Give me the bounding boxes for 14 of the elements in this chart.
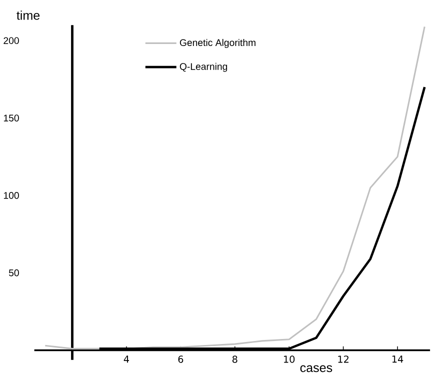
y-tick-label: 50 [8,270,19,276]
y-axis-title: time [16,10,40,20]
x-tick-label: 4 [124,356,129,363]
x-tick-label: 10 [284,356,295,363]
y-tick-label: 200 [4,37,19,44]
y-tick-label: 100 [4,192,19,199]
legend-label: Genetic Algorithm [180,39,256,48]
x-tick-label: 6 [178,356,184,363]
legend-label: Q-Learning [180,62,228,72]
x-tick-label: 8 [232,356,238,363]
y-tick-label: 150 [4,114,19,122]
x-axis-title: cases [300,365,332,372]
x-tick-label: 12 [338,356,348,363]
x-tick-label: 14 [392,356,404,363]
